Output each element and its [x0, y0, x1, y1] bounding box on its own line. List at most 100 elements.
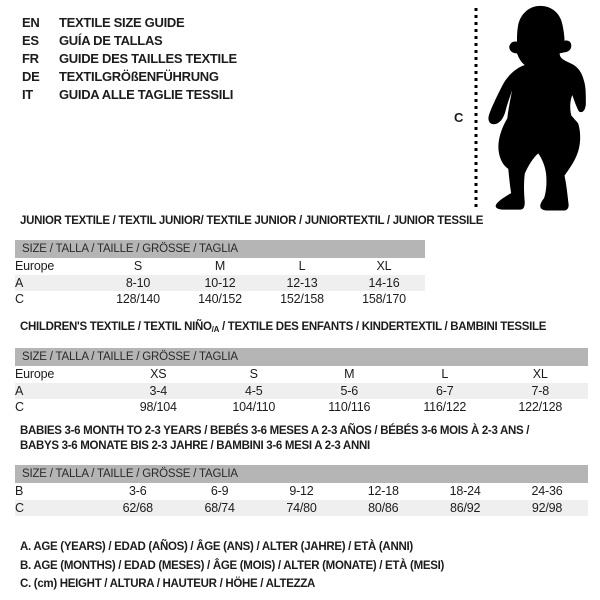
table-cell: 104/110 — [232, 400, 276, 415]
size-header-cell: SIZE / TALLA / TAILLE / GRÖSSE / TAGLIA — [15, 465, 588, 483]
table-cell: M — [344, 367, 355, 382]
language-code: ES — [22, 32, 39, 48]
language-title: GUIDA ALLE TAGLIE TESSILI — [59, 86, 234, 102]
size-table: SIZE / TALLA / TAILLE / GRÖSSE / TAGLIA B… — [15, 465, 588, 516]
language-title: GUÍA DE TALLAS — [59, 32, 163, 48]
size-header-row: SIZE / TALLA / TAILLE / GRÖSSE / TAGLIA — [15, 465, 588, 483]
table-title-text: JUNIOR TEXTILE / TEXTIL JUNIOR/ TEXTILE … — [20, 215, 484, 227]
table-cell: 7-8 — [492, 382, 588, 399]
table-cell: 24-36 — [531, 484, 563, 499]
table-cell: 10-12 — [179, 274, 261, 291]
table-cell: 158/170 — [362, 292, 406, 307]
size-table: SIZE / TALLA / TAILLE / GRÖSSE / TAGLIA E… — [15, 240, 425, 308]
table-title-text: CHILDREN'S TEXTILE / TEXTIL NIÑO — [20, 321, 212, 333]
table-cell: 98/104 — [139, 400, 177, 415]
table-cell: 116/122 — [423, 400, 467, 415]
table-cell: 128/140 — [116, 292, 160, 307]
row-label: B — [15, 484, 24, 499]
table-cell: L — [298, 259, 306, 274]
size-header-row: SIZE / TALLA / TAILLE / GRÖSSE / TAGLIA — [15, 348, 588, 366]
language-row: DE TEXTILGRÖßENFÜHRUNG — [22, 67, 237, 85]
size-header-cell: SIZE / TALLA / TAILLE / GRÖSSE / TAGLIA — [15, 240, 425, 258]
table-title-text: BABIES 3-6 MONTH TO 2-3 YEARS / BEBÉS 3-… — [20, 425, 530, 437]
footnote: C. (cm) HEIGHT / ALTURA / HAUTEUR / HÖHE… — [20, 578, 316, 590]
table-cell: 8-10 — [97, 274, 179, 291]
table-title-line: JUNIOR TEXTILE / TEXTIL JUNIOR/ TEXTILE … — [20, 214, 483, 229]
table-title-text: /A — [211, 325, 220, 334]
table-title-line: CHILDREN'S TEXTILE / TEXTIL NIÑO/A / TEX… — [20, 320, 588, 337]
height-measure-label: C — [454, 110, 464, 125]
table-cell: S — [133, 259, 143, 274]
table-row: C 98/104 104/110 110/116 116/122 122/128 — [15, 399, 588, 416]
table-row: B 3-6 6-9 9-12 12-18 18-24 24-36 — [15, 483, 588, 500]
table-row: A 3-4 4-5 5-6 6-7 7-8 — [15, 382, 588, 399]
table-cell: 18-24 — [449, 484, 481, 499]
table-cell: 92/98 — [506, 499, 588, 516]
table-row: C 128/140 140/152 152/158 158/170 — [15, 291, 425, 308]
language-code: EN — [22, 14, 40, 30]
table-cell: 14-16 — [343, 274, 425, 291]
language-title: GUIDE DES TAILLES TEXTILE — [59, 50, 237, 66]
language-title-list: EN TEXTILE SIZE GUIDE ES GUÍA DE TALLAS FR GU… — [22, 13, 237, 103]
table-title-line: BABYS 3-6 MONATE BIS 2-3 JAHRE / BAMBINI… — [20, 439, 588, 454]
table-title-text: / TEXTILE DES ENFANTS / KINDERTEXTIL / B… — [219, 321, 547, 333]
language-row: FR GUIDE DES TAILLES TEXTILE — [22, 49, 237, 67]
table-cell: 86/92 — [424, 499, 507, 516]
table-row: C 62/68 68/74 74/80 80/86 86/92 92/98 — [15, 499, 588, 516]
figure-area: C — [454, 5, 586, 211]
table-title: BABIES 3-6 MONTH TO 2-3 YEARS / BEBÉS 3-… — [20, 424, 588, 454]
table-row: Europe S M L XL — [15, 258, 425, 275]
table-cell: 152/158 — [280, 292, 324, 307]
table-childrens-textile: CHILDREN'S TEXTILE / TEXTIL NIÑO/A / TEX… — [15, 320, 588, 416]
table-cell: 5-6 — [301, 382, 397, 399]
size-table: SIZE / TALLA / TAILLE / GRÖSSE / TAGLIA E… — [15, 348, 588, 416]
footnote: A. AGE (YEARS) / EDAD (AÑOS) / ÂGE (ANS)… — [20, 541, 413, 553]
table-junior-textile: JUNIOR TEXTILE / TEXTIL JUNIOR/ TEXTILE … — [15, 214, 483, 308]
table-cell: 110/116 — [328, 400, 371, 415]
table-cell: M — [214, 259, 226, 274]
language-code: FR — [22, 50, 39, 66]
table-cell: 12-18 — [367, 484, 399, 499]
table-cell: 6-9 — [210, 484, 229, 499]
table-babies-textile: BABIES 3-6 MONTH TO 2-3 YEARS / BEBÉS 3-… — [15, 424, 588, 516]
table-cell: 12-13 — [261, 274, 343, 291]
table-cell: 3-4 — [110, 382, 206, 399]
table-cell: 62/68 — [96, 499, 179, 516]
table-title-text: BABYS 3-6 MONATE BIS 2-3 JAHRE / BAMBINI… — [20, 440, 370, 452]
row-label: Europe — [15, 259, 55, 274]
table-cell: XL — [532, 367, 548, 382]
row-label: A — [15, 274, 97, 291]
table-cell: 3-6 — [129, 484, 147, 499]
table-cell: 9-12 — [289, 484, 314, 499]
table-cell: XS — [150, 367, 167, 382]
size-header-row: SIZE / TALLA / TAILLE / GRÖSSE / TAGLIA — [15, 240, 425, 258]
language-title: TEXTILE SIZE GUIDE — [59, 14, 185, 30]
size-header-cell: SIZE / TALLA / TAILLE / GRÖSSE / TAGLIA — [15, 348, 588, 366]
toddler-silhouette — [488, 5, 586, 211]
table-cell: L — [441, 367, 449, 382]
language-row: IT GUIDA ALLE TAGLIE TESSILI — [22, 85, 237, 103]
row-label: C — [15, 292, 24, 307]
row-label: A — [15, 382, 111, 399]
table-row: A 8-10 10-12 12-13 14-16 — [15, 274, 425, 291]
table-cell: 4-5 — [206, 382, 302, 399]
table-cell: 80/86 — [342, 499, 425, 516]
table-cell: 68/74 — [178, 499, 261, 516]
table-title: CHILDREN'S TEXTILE / TEXTIL NIÑO/A / TEX… — [20, 320, 588, 337]
table-cell: XL — [376, 259, 392, 274]
table-cell: 122/128 — [518, 400, 563, 415]
language-code: DE — [22, 68, 40, 84]
row-label: C — [15, 499, 97, 516]
language-row: ES GUÍA DE TALLAS — [22, 31, 237, 49]
table-title-line: BABIES 3-6 MONTH TO 2-3 YEARS / BEBÉS 3-… — [20, 424, 588, 439]
table-row: Europe XS S M L XL — [15, 366, 588, 383]
table-title: JUNIOR TEXTILE / TEXTIL JUNIOR/ TEXTILE … — [20, 214, 483, 229]
row-label: Europe — [15, 367, 55, 382]
language-title: TEXTILGRÖßENFÜHRUNG — [59, 68, 219, 84]
table-cell: 6-7 — [397, 382, 493, 399]
table-cell: 74/80 — [260, 499, 343, 516]
table-cell: 140/152 — [198, 292, 242, 307]
table-cell: S — [249, 367, 258, 382]
language-row: EN TEXTILE SIZE GUIDE — [22, 13, 237, 31]
